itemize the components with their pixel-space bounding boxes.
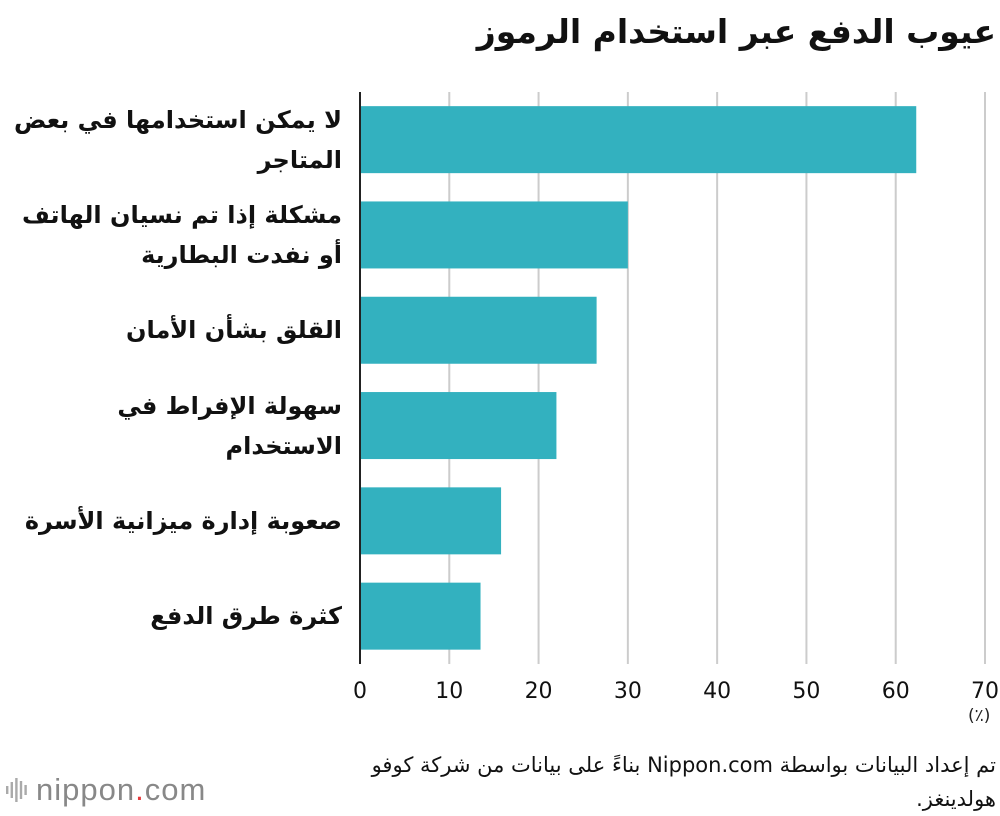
bar-chart: 0 10 20 30 40 50 60 70 (353, 92, 999, 704)
category-label: القلق بشأن الأمان (125, 316, 342, 345)
bar (360, 296, 597, 364)
category-label: سهولة الإفراط في الاستخدام (117, 391, 342, 460)
gridlines (448, 92, 986, 664)
logo-mark-icon (6, 778, 27, 802)
category-label: مشكلة إذا تم نسيان الهاتف أو نفدت البطار… (21, 200, 342, 269)
category-label: لا يمكن استخدامها في بعض المتاجر (14, 105, 342, 174)
bar (360, 106, 917, 174)
x-tick-label: 60 (882, 679, 910, 704)
bars (360, 106, 917, 650)
x-tick-label: 10 (435, 679, 463, 704)
bar (360, 392, 557, 460)
x-axis-unit: (٪) (968, 706, 991, 726)
source-note: تم إعداد البيانات بواسطة Nippon.com بناء… (371, 753, 996, 811)
nippon-logo[interactable]: nippon.com (6, 772, 206, 808)
x-tick-label: 50 (792, 679, 820, 704)
logo-text: nippon.com (36, 772, 206, 808)
chart-title: عيوب الدفع عبر استخدام الرموز (476, 12, 996, 51)
x-tick-label: 40 (703, 679, 731, 704)
x-tick-label: 70 (971, 679, 999, 704)
logo-text-tld: com (144, 772, 207, 807)
x-tick-label: 30 (614, 679, 642, 704)
bar (360, 582, 481, 650)
bar (360, 201, 628, 269)
x-tick-labels: 0 10 20 30 40 50 60 70 (353, 679, 999, 704)
category-label: كثرة طرق الدفع (150, 602, 342, 631)
category-label: صعوبة إدارة ميزانية الأسرة (24, 506, 342, 535)
x-tick-label: 20 (525, 679, 553, 704)
logo-dot: . (135, 772, 145, 807)
bar (360, 487, 502, 555)
x-tick-label: 0 (353, 679, 367, 704)
logo-text-main: nippon (36, 772, 136, 807)
